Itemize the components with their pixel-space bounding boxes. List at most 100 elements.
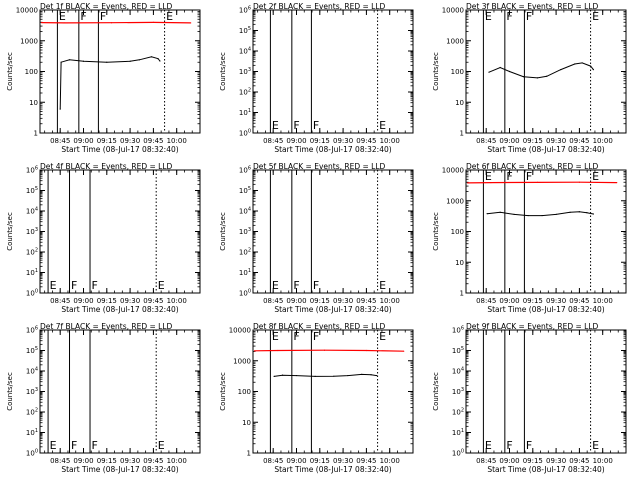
y-tick-label: 10 (29, 99, 38, 107)
x-axis-label: Start Time (08-Jul-17 08:32:40) (487, 305, 604, 314)
data-point (159, 60, 161, 62)
x-tick-label: 09:00 (286, 457, 306, 465)
x-tick-label: 09:00 (499, 297, 519, 305)
y-tick-label: 1 (247, 450, 251, 458)
panel-det-3f: Det 3f BLACK = Events, RED = LLD 1 10 100 10… (432, 2, 627, 154)
x-tick-label: 09:00 (286, 297, 306, 305)
data-point (190, 22, 192, 24)
data-point (376, 374, 378, 377)
x-tick-label: 10:00 (167, 297, 187, 305)
event-marker-label: E (50, 439, 57, 452)
panel-det-2f: Det 2f BLACK = Events, RED = LLD 100 101 10… (219, 2, 414, 154)
y-tick-label: 100 (26, 449, 38, 458)
data-point (347, 374, 349, 377)
event-marker-label: F (506, 439, 512, 452)
y-tick-label: 10000 (442, 167, 464, 175)
x-tick-label: 09:15 (97, 457, 117, 465)
y-axis-label: Counts/sec (219, 52, 227, 91)
x-tick-label: 10:00 (380, 297, 400, 305)
event-marker-label: F (506, 10, 512, 23)
data-point (323, 349, 326, 351)
data-point (546, 75, 548, 77)
x-tick-label: 08:45 (476, 137, 496, 145)
y-tick-label: 1000 (233, 357, 251, 365)
data-point (499, 211, 501, 213)
y-tick-label: 1 (460, 130, 464, 138)
data-point (314, 375, 316, 377)
event-marker-label: E (272, 330, 279, 343)
x-tick-label: 09:45 (356, 457, 376, 465)
y-tick-label: 101 (26, 268, 38, 277)
data-point (361, 373, 363, 375)
lld-series-line (467, 181, 617, 184)
events-series-line (487, 211, 594, 217)
x-tick-label: 08:45 (263, 137, 283, 145)
data-point (60, 61, 62, 63)
event-marker-label: E (485, 170, 492, 183)
event-marker-label: F (92, 279, 98, 292)
x-tick-label: 09:45 (356, 297, 376, 305)
y-tick-label: 104 (452, 367, 464, 376)
y-tick-label: 102 (239, 248, 251, 257)
x-tick-label: 08:45 (476, 297, 496, 305)
data-point (273, 375, 275, 377)
x-tick-label: 09:30 (333, 297, 353, 305)
event-marker-label: E (592, 439, 599, 452)
event-marker-label: E (379, 119, 386, 132)
data-point (499, 66, 501, 69)
y-axis-label: Counts/sec (432, 52, 440, 91)
event-marker-label: E (379, 330, 386, 343)
data-point (68, 59, 71, 61)
y-axis-label: Counts/sec (219, 212, 227, 251)
data-point (157, 58, 159, 60)
event-marker-label: F (71, 279, 77, 292)
x-tick-label: 10:00 (593, 137, 613, 145)
y-axis-label: Counts/sec (6, 52, 14, 91)
panel-det-7f: Det 7f BLACK = Events, RED = LLD 100 101 10… (6, 322, 201, 474)
y-tick-label: 1000 (446, 197, 464, 205)
x-tick-label: 09:15 (523, 297, 543, 305)
data-point (560, 69, 562, 71)
panel-title: Det 9f BLACK = Events, RED = LLD (466, 322, 599, 331)
panel-title: Det 3f BLACK = Events, RED = LLD (466, 2, 599, 11)
x-tick-label: 09:45 (356, 137, 376, 145)
data-point (82, 60, 85, 62)
data-point (253, 350, 256, 352)
x-axis-label: Start Time (08-Jul-17 08:32:40) (61, 145, 178, 154)
data-point (64, 22, 66, 24)
data-point (40, 21, 43, 24)
x-tick-label: 09:45 (143, 297, 163, 305)
y-tick-label: 104 (239, 207, 251, 216)
event-marker-label: E (158, 439, 165, 452)
x-tick-label: 09:15 (310, 297, 330, 305)
y-axis-label: Counts/sec (432, 212, 440, 251)
y-axis-label: Counts/sec (219, 372, 227, 411)
x-tick-label: 08:45 (50, 457, 70, 465)
x-axis-label: Start Time (08-Jul-17 08:32:40) (274, 465, 391, 474)
event-marker-label: E (592, 170, 599, 183)
y-tick-label: 1 (460, 290, 464, 298)
y-axis-label: Counts/sec (6, 372, 14, 411)
y-tick-label: 1 (34, 130, 38, 138)
event-marker-label: E (272, 279, 279, 292)
data-point (586, 212, 588, 214)
data-point (403, 350, 405, 352)
y-tick-label: 106 (26, 326, 38, 335)
x-tick-label: 10:00 (167, 457, 187, 465)
panel-det-5f: Det 5f BLACK = Events, RED = LLD 100 101 10… (219, 162, 414, 314)
data-point (486, 213, 488, 215)
event-marker-label: E (158, 279, 165, 292)
x-tick-label: 10:00 (380, 457, 400, 465)
y-tick-label: 106 (239, 166, 251, 175)
x-tick-label: 09:15 (523, 137, 543, 145)
event-marker-label: F (80, 10, 86, 23)
x-tick-label: 09:30 (546, 457, 566, 465)
plot-frame (252, 329, 414, 454)
x-tick-label: 10:00 (593, 457, 613, 465)
y-tick-label: 105 (452, 346, 464, 355)
data-point (536, 181, 539, 184)
x-tick-label: 09:15 (523, 457, 543, 465)
lld-series-line (41, 21, 191, 24)
panel-det-9f: Det 9f BLACK = Events, RED = LLD 100 101 10… (432, 322, 627, 474)
y-tick-label: 103 (26, 387, 38, 396)
